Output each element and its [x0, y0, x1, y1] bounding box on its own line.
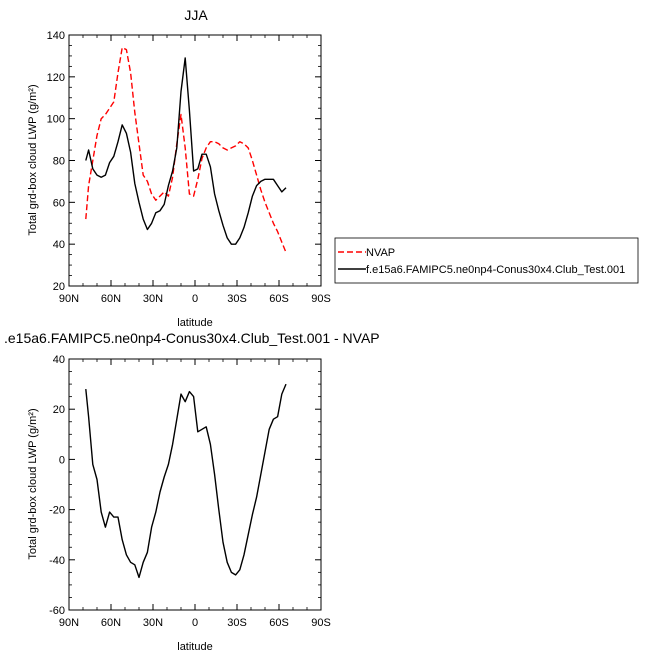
bottom-panel: .e15a6.FAMIPC5.ne0np4-Conus30x4.Club_Tes… [4, 330, 380, 653]
bot-y-tick-label: 40 [53, 354, 65, 366]
bottom-y-tick-labels: -60 -40 -20 0 20 40 [49, 354, 65, 617]
bottom-y-axis-label: Total grd-box cloud LWP (g/m²) [27, 408, 39, 559]
top-tick-marks [68, 34, 322, 287]
bot-y-tick-label: -20 [49, 505, 65, 517]
bot-x-tick-label: 60N [101, 617, 121, 629]
bot-x-tick-label: 30N [143, 617, 163, 629]
top-plot-frame [68, 34, 322, 287]
top-x-tick-label: 90S [311, 293, 331, 305]
top-y-tick-labels: 20 40 60 80 100 120 140 [47, 30, 65, 293]
top-y-tick-label: 20 [53, 281, 65, 293]
bottom-plot-frame [68, 358, 322, 611]
top-y-tick-label: 120 [47, 72, 65, 84]
bot-x-tick-label: 30S [227, 617, 247, 629]
top-x-tick-label: 60N [101, 293, 121, 305]
top-y-axis-label: Total grd-box cloud LWP (g/m²) [27, 84, 39, 235]
top-x-axis-label: latitude [177, 317, 212, 329]
top-x-tick-labels: 90N 60N 30N 0 30S 60S 90S [59, 293, 331, 305]
bot-y-tick-label: 20 [53, 404, 65, 416]
bottom-x-tick-labels: 90N 60N 30N 0 30S 60S 90S [59, 617, 331, 629]
top-x-tick-label: 0 [192, 293, 198, 305]
top-y-tick-label: 140 [47, 30, 65, 42]
top-model-series-line [85, 57, 287, 245]
top-chart-title: JJA [184, 7, 208, 23]
top-series-group [85, 46, 287, 253]
bottom-difference-series-line [85, 383, 287, 579]
top-y-tick-label: 80 [53, 156, 65, 168]
bot-x-tick-label: 60S [269, 617, 289, 629]
top-x-tick-label: 30N [143, 293, 163, 305]
top-x-tick-label: 60S [269, 293, 289, 305]
legend-model-label: f.e15a6.FAMIPC5.ne0np4-Conus30x4.Club_Te… [366, 264, 625, 276]
bottom-series-group [85, 383, 287, 579]
top-y-tick-label: 60 [53, 197, 65, 209]
bot-x-tick-label: 0 [192, 617, 198, 629]
bottom-tick-marks [68, 358, 322, 611]
bot-x-tick-label: 90N [59, 617, 79, 629]
bot-y-tick-label: -60 [49, 605, 65, 617]
bot-x-tick-label: 90S [311, 617, 331, 629]
top-x-tick-label: 30S [227, 293, 247, 305]
legend-box [334, 237, 639, 284]
top-nvap-series-line [85, 46, 287, 253]
bot-y-tick-label: -40 [49, 555, 65, 567]
top-x-tick-label: 90N [59, 293, 79, 305]
top-y-tick-label: 40 [53, 239, 65, 251]
legend: NVAP f.e15a6.FAMIPC5.ne0np4-Conus30x4.Cl… [334, 237, 639, 284]
bottom-chart-title: .e15a6.FAMIPC5.ne0np4-Conus30x4.Club_Tes… [4, 330, 380, 346]
legend-nvap-label: NVAP [366, 247, 395, 259]
bot-y-tick-label: 0 [59, 454, 65, 466]
bottom-x-axis-label: latitude [177, 641, 212, 653]
top-y-tick-label: 100 [47, 114, 65, 126]
